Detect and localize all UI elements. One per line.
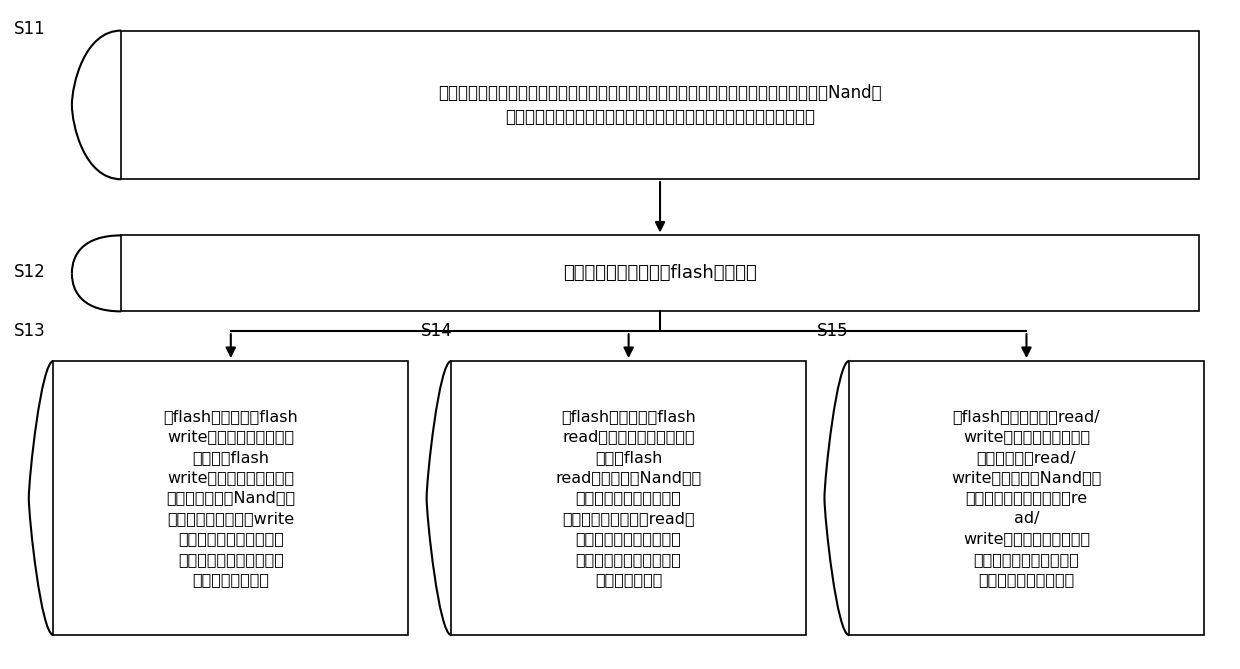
Bar	[122, 31, 1199, 179]
Text: 当flash操作命令为flash
read命令时，通过第二命令
通道将flash
read命令发送至Nand时序
控制模块，并在数据传输
控制模块完成对应的re: 当flash操作命令为flash read命令时，通过第二命令 通道将flash…	[556, 409, 702, 587]
Text: 当flash操作命令为非read/
write命令时，通过第二命
令通道将该非read/
write命令发送至Nand时序
控制模块，并在完成该非re
ad/
: 当flash操作命令为非read/ write命令时，通过第二命 令通道将该非r…	[951, 409, 1101, 587]
Text: S14: S14	[420, 322, 453, 341]
Text: S13: S13	[14, 322, 46, 341]
Text: S15: S15	[817, 322, 848, 341]
Text: 通过命令调度模块检测flash操作命令: 通过命令调度模块检测flash操作命令	[563, 264, 756, 282]
Bar	[451, 361, 806, 635]
Bar	[849, 361, 1204, 635]
Text: S11: S11	[14, 20, 46, 38]
Text: S12: S12	[14, 263, 46, 281]
Text: 预先在数据传输控制模块和命令调度模块之间建立第一命令通道和第一反馈消息通道，在Nand时
序控制模块和命令调度模块之间建立第二命令通道和第二反馈消息通道: 预先在数据传输控制模块和命令调度模块之间建立第一命令通道和第一反馈消息通道，在N…	[438, 84, 882, 126]
Bar	[122, 235, 1199, 311]
Text: 当flash操作命令为flash
write命令时，通过第一命
令通道将flash
write命令发送至数据传输
控制模块，并在Nand时序
控制模块完成对应的: 当flash操作命令为flash write命令时，通过第一命 令通道将flas…	[164, 409, 298, 587]
Bar	[53, 361, 408, 635]
